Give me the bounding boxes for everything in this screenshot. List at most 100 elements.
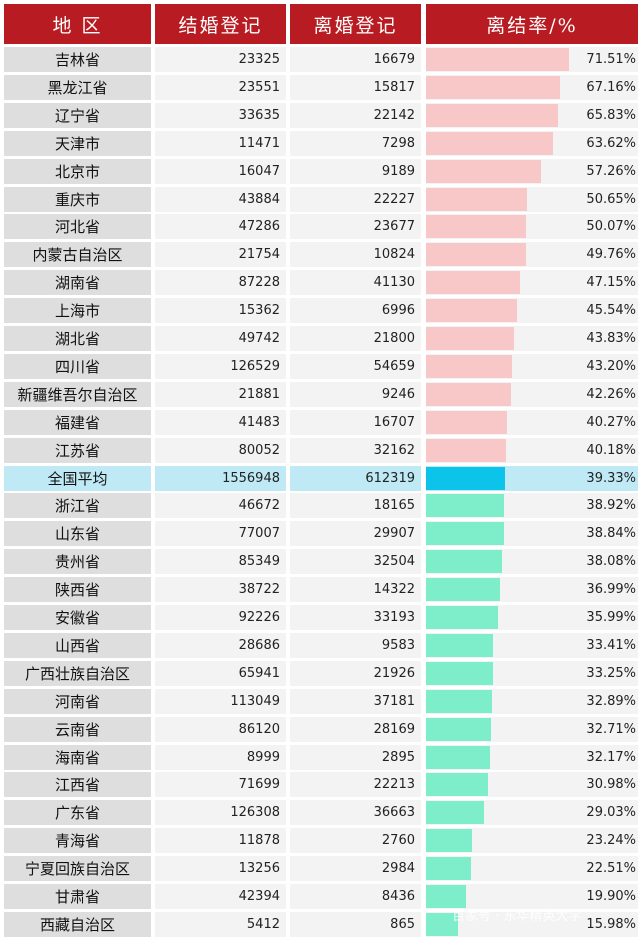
rate-cell: 67.16%	[426, 74, 638, 100]
rate-cell: 32.17%	[426, 744, 638, 770]
table-row: 浙江省 46672 18165 38.92%	[0, 493, 640, 519]
rate-label: 15.98%	[586, 916, 636, 932]
divorce-cell: 32504	[290, 549, 421, 575]
region-cell: 福建省	[4, 409, 151, 435]
divorce-cell: 36663	[290, 800, 421, 826]
divorce-cell: 10824	[290, 242, 421, 268]
divorce-cell: 16679	[290, 47, 421, 72]
table-row: 青海省 11878 2760 23.24%	[0, 828, 640, 854]
rate-label: 43.20%	[586, 358, 636, 374]
rate-bar	[426, 215, 527, 239]
divorce-cell: 9583	[290, 632, 421, 658]
rate-label: 43.83%	[586, 331, 636, 346]
rate-label: 32.71%	[586, 721, 636, 737]
header-rate: 离结率/%	[426, 4, 638, 44]
rate-cell: 71.51%	[426, 47, 638, 72]
divorce-cell: 8436	[290, 884, 421, 909]
divorce-cell: 33193	[290, 605, 421, 630]
divorce-cell: 15817	[290, 74, 421, 100]
rate-bar	[426, 661, 493, 685]
table-row: 吉林省 23325 16679 71.51%	[0, 47, 640, 73]
divorce-cell: 54659	[290, 353, 421, 379]
rate-bar	[426, 912, 458, 936]
rate-cell: 35.99%	[426, 605, 638, 630]
rate-label: 30.98%	[586, 777, 636, 793]
rate-label: 49.76%	[586, 247, 636, 263]
rate-cell: 38.08%	[426, 549, 638, 575]
marriage-cell: 46672	[155, 493, 286, 519]
table-row: 福建省 41483 16707 40.27%	[0, 409, 640, 436]
divorce-cell: 14322	[290, 577, 421, 603]
rate-cell: 38.84%	[426, 521, 638, 547]
region-cell: 山东省	[4, 521, 151, 547]
marriage-cell: 126529	[155, 353, 286, 379]
rate-bar	[426, 689, 492, 713]
table-row: 宁夏回族自治区 13256 2984 22.51%	[0, 856, 640, 882]
divorce-cell: 21926	[290, 660, 421, 686]
marriage-cell: 8999	[155, 744, 286, 770]
rate-label: 32.89%	[586, 693, 636, 709]
rate-bar	[426, 801, 485, 825]
marriage-cell: 5412	[155, 911, 286, 937]
divorce-cell: 2984	[290, 856, 421, 882]
table-row: 贵州省 85349 32504 38.08%	[0, 549, 640, 575]
table-row: 黑龙江省 23551 15817 67.16%	[0, 74, 640, 101]
region-cell: 广西壮族自治区	[4, 660, 151, 686]
region-cell: 内蒙古自治区	[4, 242, 151, 268]
rate-label: 50.07%	[586, 219, 636, 235]
region-cell: 青海省	[4, 828, 151, 854]
rate-bar	[426, 410, 507, 434]
rate-label: 42.26%	[586, 386, 636, 402]
divorce-cell: 865	[290, 911, 421, 937]
region-cell: 吉林省	[4, 47, 151, 72]
rate-cell: 63.62%	[426, 130, 638, 156]
table-row: 重庆市 43884 22227 50.65%	[0, 186, 640, 213]
table-row: 天津市 11471 7298 63.62%	[0, 130, 640, 157]
rate-bar	[426, 382, 511, 406]
divorce-cell: 7298	[290, 130, 421, 156]
divorce-cell: 9246	[290, 381, 421, 407]
region-cell: 新疆维吾尔自治区	[4, 381, 151, 407]
table-row: 北京市 16047 9189 57.26%	[0, 158, 640, 185]
header-marriage: 结婚登记	[155, 4, 286, 44]
region-cell: 江西省	[4, 772, 151, 798]
marriage-cell: 42394	[155, 884, 286, 909]
region-cell: 全国平均	[4, 465, 151, 491]
table-row: 全国平均 1556948 612319 39.33%	[0, 465, 640, 492]
divorce-cell: 2760	[290, 828, 421, 854]
region-cell: 广东省	[4, 800, 151, 826]
divorce-cell: 9189	[290, 158, 421, 184]
table-row: 山东省 77007 29907 38.84%	[0, 521, 640, 547]
marriage-cell: 28686	[155, 632, 286, 658]
table-row: 云南省 86120 28169 32.71%	[0, 716, 640, 743]
divorce-cell: 2895	[290, 744, 421, 770]
rate-bar	[426, 299, 518, 323]
region-cell: 贵州省	[4, 549, 151, 575]
rate-label: 40.18%	[586, 442, 636, 458]
marriage-cell: 11878	[155, 828, 286, 854]
rate-cell: 65.83%	[426, 102, 638, 128]
rate-cell: 40.27%	[426, 409, 638, 435]
rate-cell: 45.54%	[426, 298, 638, 324]
header-divorce: 离婚登记	[290, 4, 421, 44]
rate-bar	[426, 103, 558, 127]
region-cell: 安徽省	[4, 605, 151, 630]
rate-cell: 36.99%	[426, 577, 638, 603]
rate-bar	[426, 438, 507, 462]
table-row: 河南省 113049 37181 32.89%	[0, 688, 640, 715]
rate-bar	[426, 745, 491, 769]
rate-label: 23.24%	[586, 833, 636, 849]
region-cell: 海南省	[4, 744, 151, 770]
rate-bar	[426, 327, 514, 350]
region-cell: 重庆市	[4, 186, 151, 212]
rate-bar	[426, 885, 466, 908]
region-cell: 甘肃省	[4, 884, 151, 909]
marriage-cell: 16047	[155, 158, 286, 184]
table-row: 江苏省 80052 32162 40.18%	[0, 437, 640, 464]
rate-bar	[426, 550, 503, 574]
marriage-cell: 47286	[155, 214, 286, 240]
table-row: 四川省 126529 54659 43.20%	[0, 353, 640, 380]
rate-bar	[426, 354, 513, 378]
rate-cell: 57.26%	[426, 158, 638, 184]
rate-label: 57.26%	[586, 163, 636, 179]
